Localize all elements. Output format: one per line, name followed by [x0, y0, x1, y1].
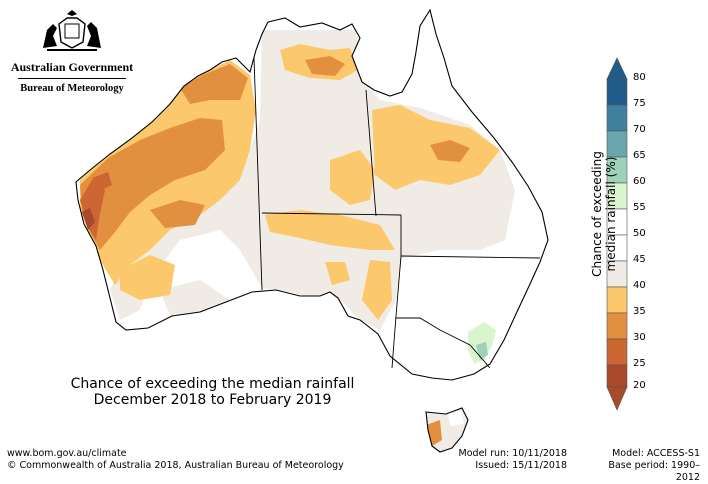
category-20-25-areas — [82, 208, 95, 230]
legend-colorbar — [606, 57, 628, 411]
state-borders — [253, 57, 541, 369]
map-title-line1: Chance of exceeding the median rainfall — [70, 376, 355, 392]
legend-tick: 35 — [633, 306, 646, 317]
footer-left: www.bom.gov.au/climate © Commonwealth of… — [7, 448, 344, 472]
bureau-name: Bureau of Meteorology — [20, 83, 124, 94]
model-run-text: Model run: 10/11/2018 — [458, 448, 567, 459]
legend-title: Chance of exceeding median rainfall (%) — [590, 151, 618, 277]
legend-tick: 45 — [633, 254, 646, 265]
rainfall-outlook-map — [75, 9, 628, 453]
map-title: Chance of exceeding the median rainfall … — [50, 376, 375, 408]
legend-tick: 60 — [633, 176, 646, 187]
category-25-30-areas — [80, 172, 112, 240]
legend-tick: 70 — [633, 124, 646, 135]
legend-arrow-up — [606, 57, 628, 80]
issued-text: Issued: 15/11/2018 — [475, 460, 567, 471]
government-name: Australian Government — [10, 60, 134, 74]
mainland-australia — [75, 9, 549, 381]
copyright-text: © Commonwealth of Australia 2018, Austra… — [7, 460, 344, 471]
logo-divider — [18, 78, 126, 79]
legend-tick: 55 — [633, 202, 646, 213]
footer-middle: Model run: 10/11/2018 Issued: 15/11/2018 — [450, 448, 567, 472]
government-logo: Australian Government Bureau of Meteorol… — [8, 10, 136, 94]
legend-tick: 80 — [633, 72, 646, 83]
category-30-35-areas — [80, 56, 470, 250]
legend-arrow-down — [606, 386, 628, 411]
legend-tick: 75 — [633, 98, 646, 109]
legend-tick: 65 — [633, 150, 646, 161]
website-link[interactable]: www.bom.gov.au/climate — [7, 448, 127, 459]
legend-tick: 30 — [633, 332, 646, 343]
map-title-line2: December 2018 to February 2019 — [93, 392, 332, 408]
outlook-map-page: Australian Government Bureau of Meteorol… — [7, 9, 700, 483]
footer-right: Model: ACCESS-S1 Base period: 1990–2012 — [585, 448, 700, 484]
legend-tick: 20 — [633, 380, 646, 391]
legend-tick: 40 — [633, 280, 646, 291]
coat-of-arms-icon — [43, 10, 101, 51]
legend-tick: 25 — [633, 358, 646, 369]
tasmania — [425, 407, 469, 453]
model-name-text: Model: ACCESS-S1 — [612, 448, 700, 459]
base-period-text: Base period: 1990–2012 — [608, 460, 700, 483]
legend-tick: 50 — [633, 228, 646, 239]
